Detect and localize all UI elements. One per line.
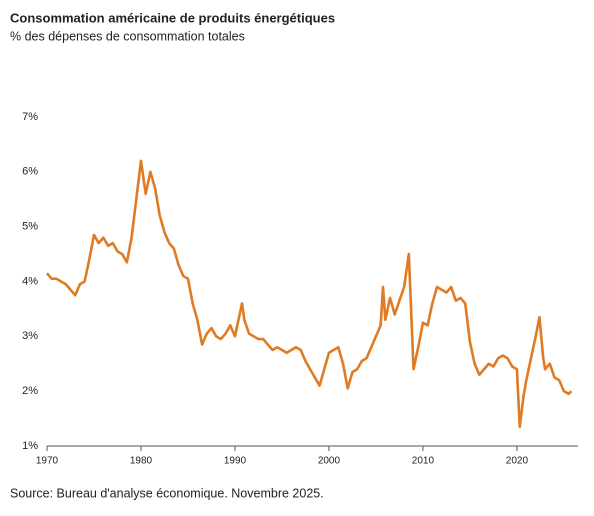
- y-tick-label: 5%: [22, 221, 38, 233]
- chart-subtitle: % des dépenses de consommation totales: [10, 29, 245, 43]
- x-tick-label: 2000: [318, 456, 341, 467]
- x-tick-label: 2010: [412, 456, 435, 467]
- x-tick-label: 2020: [506, 456, 529, 467]
- x-tick-label: 1980: [130, 456, 153, 467]
- y-tick-label: 3%: [22, 330, 38, 342]
- y-tick-label: 7%: [22, 111, 38, 123]
- y-tick-label: 4%: [22, 275, 38, 287]
- data-line: [46, 159, 573, 429]
- x-tick-label: 1970: [36, 456, 59, 467]
- source-note: Source: Bureau d'analyse économique. Nov…: [10, 486, 324, 500]
- y-tick-label: 1%: [22, 440, 38, 452]
- y-tick-label: 6%: [22, 166, 38, 178]
- chart-title: Consommation américaine de produits éner…: [10, 10, 335, 25]
- y-tick-label: 2%: [22, 385, 38, 397]
- x-tick-label: 1990: [224, 456, 247, 467]
